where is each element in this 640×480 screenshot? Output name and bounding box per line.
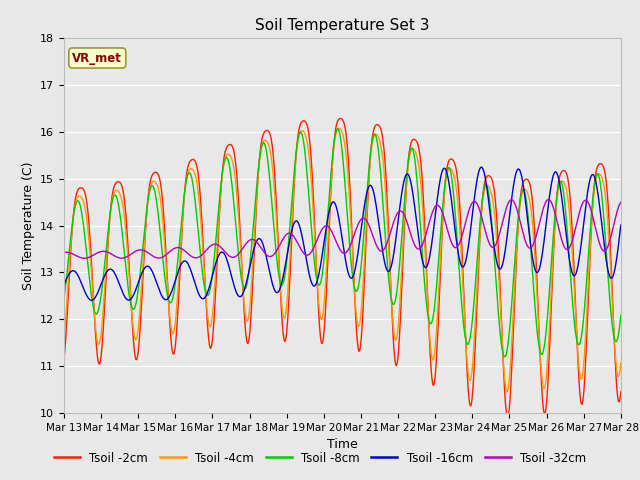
Line: Tsoil -4cm: Tsoil -4cm: [64, 128, 621, 392]
Tsoil -2cm: [70, 205, 78, 211]
Tsoil -16cm: [477, 164, 485, 170]
Tsoil -4cm: [503, 389, 511, 395]
Tsoil -8cm: [214, 220, 221, 226]
Tsoil -2cm: [184, 164, 192, 170]
Tsoil -16cm: [214, 254, 222, 260]
Tsoil -16cm: [128, 295, 136, 300]
Tsoil -2cm: [504, 415, 511, 420]
Tsoil -32cm: [128, 251, 136, 256]
Tsoil -8cm: [428, 321, 435, 326]
Tsoil -4cm: [617, 360, 625, 366]
Tsoil -16cm: [88, 298, 96, 303]
Y-axis label: Soil Temperature (C): Soil Temperature (C): [22, 161, 35, 290]
Tsoil -8cm: [184, 172, 192, 178]
Line: Tsoil -2cm: Tsoil -2cm: [64, 119, 621, 418]
Tsoil -2cm: [411, 137, 419, 143]
Tsoil -8cm: [333, 126, 341, 132]
Tsoil -8cm: [500, 354, 508, 360]
Tsoil -32cm: [60, 250, 68, 255]
Tsoil -32cm: [80, 255, 88, 261]
Tsoil -2cm: [428, 366, 435, 372]
Tsoil -4cm: [127, 305, 135, 311]
Tsoil -2cm: [60, 356, 68, 362]
Tsoil -16cm: [411, 205, 419, 211]
Tsoil -32cm: [214, 242, 222, 248]
Tsoil -2cm: [214, 253, 221, 259]
Text: VR_met: VR_met: [72, 51, 122, 64]
Tsoil -4cm: [60, 334, 68, 339]
Tsoil -8cm: [411, 157, 419, 163]
Tsoil -32cm: [185, 252, 193, 257]
Tsoil -32cm: [617, 199, 625, 205]
Tsoil -32cm: [70, 252, 78, 257]
Tsoil -16cm: [60, 282, 68, 288]
X-axis label: Time: Time: [327, 438, 358, 451]
Tsoil -4cm: [428, 349, 435, 355]
Tsoil -4cm: [70, 208, 78, 214]
Tsoil -32cm: [428, 214, 435, 219]
Tsoil -4cm: [335, 125, 343, 131]
Title: Soil Temperature Set 3: Soil Temperature Set 3: [255, 18, 429, 33]
Tsoil -8cm: [617, 312, 625, 318]
Tsoil -2cm: [127, 305, 135, 311]
Tsoil -16cm: [428, 245, 435, 251]
Tsoil -4cm: [214, 240, 221, 245]
Tsoil -8cm: [127, 303, 135, 309]
Tsoil -16cm: [185, 262, 193, 268]
Tsoil -2cm: [617, 389, 625, 395]
Tsoil -8cm: [60, 296, 68, 301]
Tsoil -2cm: [337, 116, 344, 121]
Tsoil -8cm: [70, 209, 78, 215]
Tsoil -32cm: [545, 197, 552, 203]
Line: Tsoil -16cm: Tsoil -16cm: [64, 167, 621, 300]
Line: Tsoil -32cm: Tsoil -32cm: [64, 200, 621, 258]
Tsoil -16cm: [70, 268, 78, 274]
Tsoil -16cm: [617, 222, 625, 228]
Line: Tsoil -8cm: Tsoil -8cm: [64, 129, 621, 357]
Tsoil -32cm: [411, 242, 419, 248]
Legend: Tsoil -2cm, Tsoil -4cm, Tsoil -8cm, Tsoil -16cm, Tsoil -32cm: Tsoil -2cm, Tsoil -4cm, Tsoil -8cm, Tsoi…: [49, 447, 591, 469]
Tsoil -4cm: [411, 148, 419, 154]
Tsoil -4cm: [184, 170, 192, 176]
